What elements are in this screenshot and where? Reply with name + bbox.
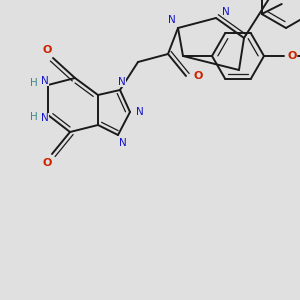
Text: O: O (193, 71, 203, 81)
Text: H: H (30, 112, 38, 122)
Text: N: N (41, 76, 49, 86)
Text: N: N (41, 113, 49, 123)
Text: N: N (168, 15, 176, 25)
Text: O: O (42, 158, 52, 168)
Text: N: N (119, 138, 127, 148)
Text: N: N (136, 107, 144, 117)
Text: H: H (30, 78, 38, 88)
Text: O: O (287, 51, 297, 61)
Text: O: O (42, 45, 52, 55)
Text: N: N (222, 7, 230, 17)
Text: N: N (118, 77, 126, 87)
